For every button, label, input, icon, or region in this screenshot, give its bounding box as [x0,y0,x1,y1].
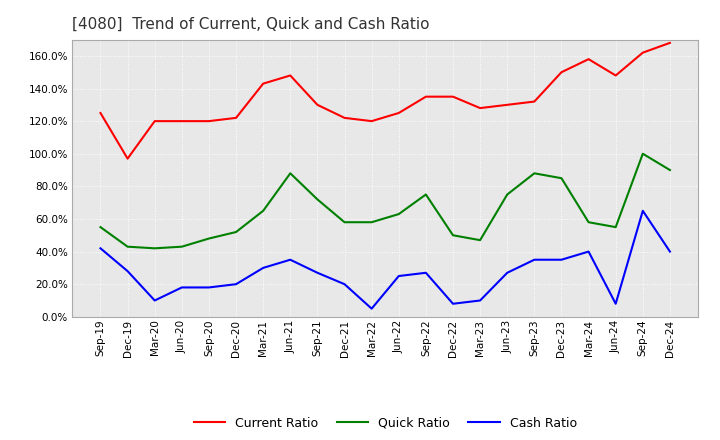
Current Ratio [530,99,539,104]
Cash Ratio [557,257,566,262]
Quick Ratio [367,220,376,225]
Cash Ratio [476,298,485,303]
Quick Ratio [584,220,593,225]
Cash Ratio [503,270,511,275]
Current Ratio [665,40,674,45]
Cash Ratio [96,246,105,251]
Line: Current Ratio: Current Ratio [101,43,670,159]
Current Ratio [96,110,105,116]
Cash Ratio [123,268,132,274]
Cash Ratio [395,273,403,279]
Cash Ratio [341,282,349,287]
Current Ratio [449,94,457,99]
Current Ratio [286,73,294,78]
Cash Ratio [421,270,430,275]
Cash Ratio [313,270,322,275]
Quick Ratio [96,224,105,230]
Quick Ratio [449,233,457,238]
Line: Quick Ratio: Quick Ratio [101,154,670,248]
Quick Ratio [611,224,620,230]
Current Ratio [421,94,430,99]
Cash Ratio [665,249,674,254]
Quick Ratio [639,151,647,156]
Line: Cash Ratio: Cash Ratio [101,211,670,308]
Current Ratio [611,73,620,78]
Current Ratio [313,102,322,107]
Quick Ratio [503,192,511,197]
Current Ratio [341,115,349,121]
Cash Ratio [449,301,457,306]
Quick Ratio [665,167,674,172]
Quick Ratio [341,220,349,225]
Quick Ratio [178,244,186,249]
Cash Ratio [150,298,159,303]
Cash Ratio [367,306,376,311]
Quick Ratio [421,192,430,197]
Cash Ratio [584,249,593,254]
Quick Ratio [232,229,240,235]
Cash Ratio [530,257,539,262]
Cash Ratio [232,282,240,287]
Quick Ratio [204,236,213,241]
Current Ratio [639,50,647,55]
Current Ratio [584,56,593,62]
Text: [4080]  Trend of Current, Quick and Cash Ratio: [4080] Trend of Current, Quick and Cash … [72,16,430,32]
Current Ratio [150,118,159,124]
Current Ratio [395,110,403,116]
Current Ratio [367,118,376,124]
Cash Ratio [178,285,186,290]
Quick Ratio [259,208,268,213]
Current Ratio [557,70,566,75]
Current Ratio [476,106,485,111]
Quick Ratio [557,176,566,181]
Current Ratio [259,81,268,86]
Current Ratio [503,102,511,107]
Current Ratio [232,115,240,121]
Cash Ratio [639,208,647,213]
Quick Ratio [123,244,132,249]
Current Ratio [204,118,213,124]
Cash Ratio [286,257,294,262]
Quick Ratio [313,197,322,202]
Cash Ratio [204,285,213,290]
Quick Ratio [286,171,294,176]
Cash Ratio [611,301,620,306]
Quick Ratio [476,238,485,243]
Quick Ratio [395,212,403,217]
Current Ratio [178,118,186,124]
Legend: Current Ratio, Quick Ratio, Cash Ratio: Current Ratio, Quick Ratio, Cash Ratio [189,412,582,435]
Current Ratio [123,156,132,161]
Quick Ratio [530,171,539,176]
Cash Ratio [259,265,268,271]
Quick Ratio [150,246,159,251]
